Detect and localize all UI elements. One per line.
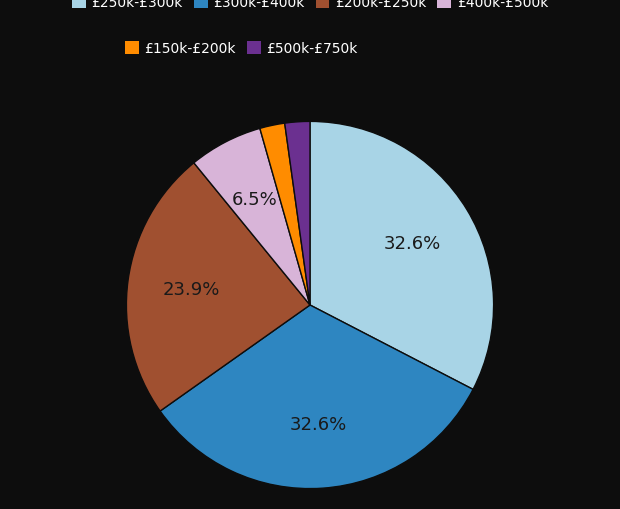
Text: 6.5%: 6.5% — [232, 191, 278, 209]
Wedge shape — [285, 122, 310, 305]
Wedge shape — [194, 129, 310, 305]
Wedge shape — [310, 122, 494, 389]
Wedge shape — [126, 163, 310, 411]
Text: 32.6%: 32.6% — [383, 235, 441, 252]
Legend: £150k-£200k, £500k-£750k: £150k-£200k, £500k-£750k — [125, 42, 358, 56]
Wedge shape — [160, 305, 473, 489]
Text: 23.9%: 23.9% — [163, 280, 221, 298]
Wedge shape — [260, 124, 310, 305]
Text: 32.6%: 32.6% — [290, 415, 347, 433]
